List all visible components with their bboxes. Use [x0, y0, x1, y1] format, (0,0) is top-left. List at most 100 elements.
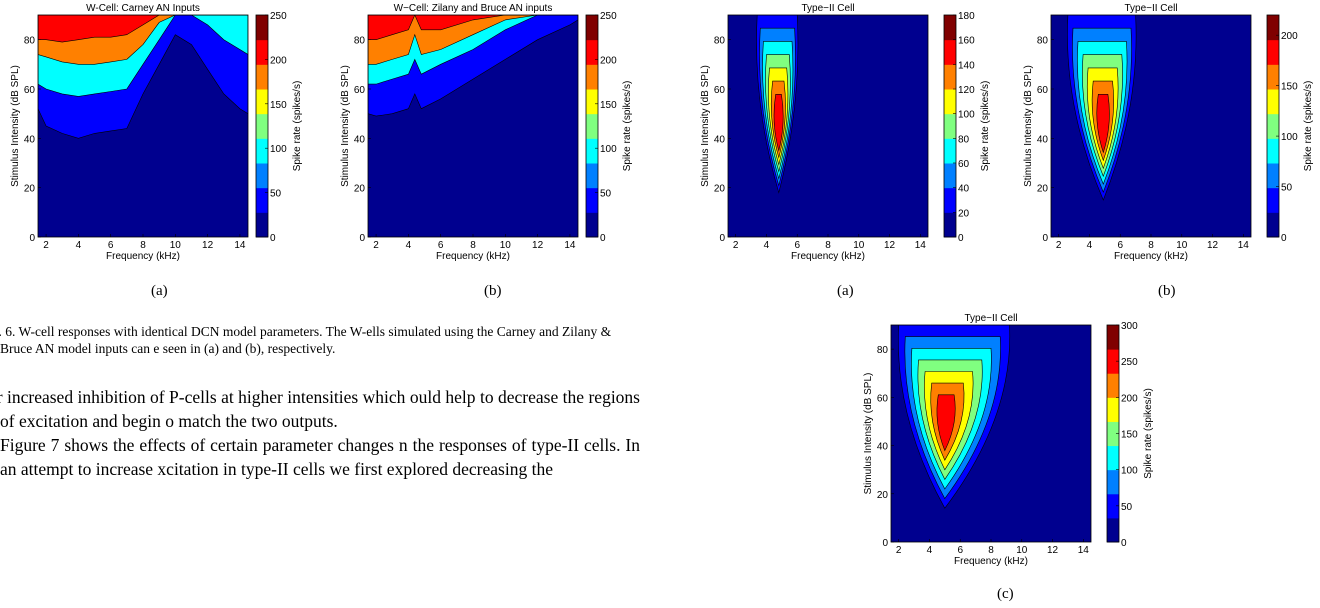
sublabel-7c: (c) — [997, 586, 1014, 602]
y-tick-label: 80 — [877, 345, 889, 356]
colorbar-tick-label: 50 — [270, 189, 282, 200]
colorbar-tick-label: 50 — [1121, 502, 1133, 513]
figure-7b: Type−II Cell 2 4 6 8 10 12 14 Frequency (kHz) 0 20… — [1011, 0, 1320, 275]
sublabel-6b: (b) — [484, 283, 502, 299]
x-tick-label: 10 — [1016, 545, 1028, 556]
colorbar-tick-label: 200 — [600, 55, 617, 66]
contour-band — [38, 15, 248, 43]
colorbar-label: Spike rate (spikes/s) — [980, 81, 991, 172]
colorbar-segment — [256, 39, 268, 65]
figure-7c: Type−II Cell 2 4 6 8 10 12 14 Frequency (kHz) 0 20… — [851, 310, 1171, 580]
y-tick-label: 40 — [877, 442, 889, 453]
contour-band — [936, 394, 956, 452]
colorbar-segment — [1107, 517, 1119, 543]
colorbar-tick-label: 0 — [600, 233, 606, 244]
colorbar-segment — [1267, 39, 1279, 65]
colorbar-segment — [944, 212, 956, 238]
x-tick-label: 12 — [532, 240, 544, 251]
x-tick-label: 4 — [1087, 240, 1093, 251]
colorbar-tick-label: 200 — [270, 55, 287, 66]
body-text: or increased inhibition of P-cells at hi… — [0, 385, 640, 481]
contour-band — [773, 94, 784, 152]
x-tick-label: 2 — [373, 240, 379, 251]
y-tick-label: 80 — [714, 36, 726, 47]
colorbar-segment — [256, 187, 268, 213]
colorbar-segment — [586, 39, 598, 65]
y-tick-label: 0 — [29, 233, 35, 244]
colorbar-segment — [586, 163, 598, 189]
colorbar-segment — [1267, 163, 1279, 189]
x-tick-label: 8 — [140, 240, 146, 251]
colorbar-segment — [944, 113, 956, 139]
x-tick-label: 8 — [470, 240, 476, 251]
y-tick-label: 40 — [714, 134, 726, 145]
x-tick-label: 8 — [988, 545, 994, 556]
colorbar-tick-label: 250 — [1121, 357, 1138, 368]
colorbar-tick-label: 200 — [1281, 31, 1298, 42]
y-axis-label: Stimulus Intensity (dB SPL) — [863, 373, 874, 495]
x-tick-label: 14 — [915, 240, 927, 251]
colorbar-segment — [586, 113, 598, 139]
colorbar-tick-label: 0 — [958, 233, 964, 244]
colorbar-tick-label: 50 — [600, 189, 612, 200]
colorbar-tick-label: 150 — [600, 100, 617, 111]
colorbar-label: Spike rate (spikes/s) — [1303, 81, 1314, 172]
y-axis-label: Stimulus Intensity (dB SPL) — [700, 65, 711, 187]
x-axis-label: Frequency (kHz) — [791, 251, 865, 262]
colorbar-segment — [1267, 212, 1279, 238]
x-tick-label: 8 — [825, 240, 831, 251]
y-tick-label: 20 — [354, 184, 366, 195]
y-tick-label: 60 — [24, 85, 36, 96]
colorbar-frame — [255, 14, 269, 238]
colorbar-segment — [944, 39, 956, 65]
y-tick-label: 20 — [1037, 184, 1049, 195]
x-tick-label: 6 — [794, 240, 800, 251]
colorbar-tick-label: 100 — [270, 144, 287, 155]
x-tick-label: 6 — [438, 240, 444, 251]
y-tick-label: 60 — [877, 393, 889, 404]
colorbar-segment — [586, 187, 598, 213]
colorbar-segment — [1267, 187, 1279, 213]
colorbar-segment — [1267, 113, 1279, 139]
x-tick-label: 14 — [1238, 240, 1250, 251]
colorbar-segment — [1107, 421, 1119, 447]
contour-band — [368, 15, 578, 40]
colorbar-tick-label: 300 — [1121, 321, 1138, 332]
x-tick-label: 4 — [927, 545, 933, 556]
x-tick-label: 14 — [1078, 545, 1090, 556]
y-tick-label: 20 — [877, 490, 889, 501]
colorbar-segment — [256, 138, 268, 164]
x-tick-label: 6 — [957, 545, 963, 556]
colorbar-segment — [1267, 89, 1279, 115]
y-tick-label: 40 — [24, 134, 36, 145]
colorbar-label: Spike rate (spikes/s) — [622, 81, 633, 172]
colorbar-segment — [586, 138, 598, 164]
chart-title: Type−II Cell — [964, 313, 1017, 324]
x-tick-label: 2 — [733, 240, 739, 251]
y-tick-label: 80 — [24, 36, 36, 47]
y-tick-label: 40 — [1037, 134, 1049, 145]
colorbar-tick-label: 160 — [958, 36, 975, 47]
colorbar-segment — [256, 64, 268, 90]
colorbar-label: Spike rate (spikes/s) — [1143, 388, 1154, 479]
y-tick-label: 20 — [714, 184, 726, 195]
colorbar-segment — [944, 89, 956, 115]
colorbar-frame — [943, 14, 957, 238]
colorbar-tick-label: 40 — [958, 184, 970, 195]
x-tick-label: 4 — [406, 240, 412, 251]
colorbar-tick-label: 200 — [1121, 393, 1138, 404]
colorbar-segment — [944, 163, 956, 189]
x-tick-label: 6 — [108, 240, 114, 251]
x-tick-label: 4 — [76, 240, 82, 251]
colorbar-tick-label: 80 — [958, 134, 970, 145]
y-tick-label: 60 — [354, 85, 366, 96]
x-axis-label: Frequency (kHz) — [1114, 251, 1188, 262]
colorbar-tick-label: 250 — [600, 11, 617, 22]
y-tick-label: 40 — [354, 134, 366, 145]
paragraph-2: Figure 7 shows the effects of certain pa… — [0, 435, 640, 479]
colorbar-segment — [586, 64, 598, 90]
colorbar-segment — [256, 89, 268, 115]
colorbar-segment — [1107, 445, 1119, 471]
y-axis-label: Stimulus Intensity (dB SPL) — [10, 65, 21, 187]
colorbar-tick-label: 120 — [958, 85, 975, 96]
